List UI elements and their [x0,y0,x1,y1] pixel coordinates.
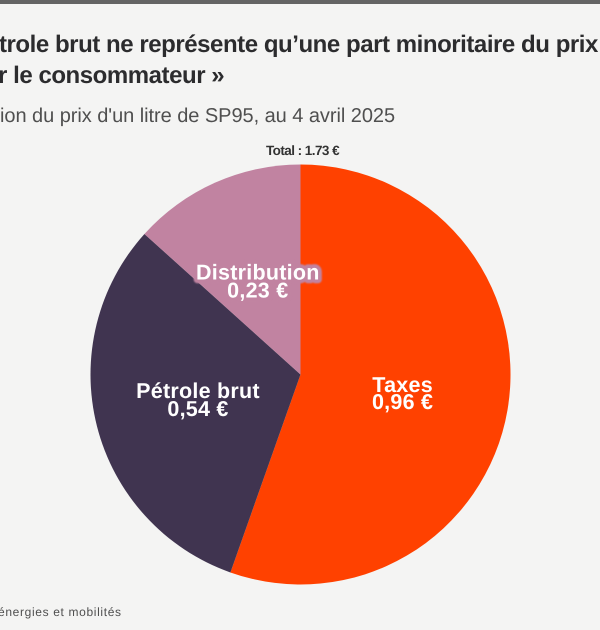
svg-text:Distribution: Distribution [196,261,320,285]
svg-text:0,23 €: 0,23 € [227,279,288,303]
svg-text:0,23 €: 0,23 € [227,279,288,303]
svg-text:Distribution: Distribution [196,261,320,285]
